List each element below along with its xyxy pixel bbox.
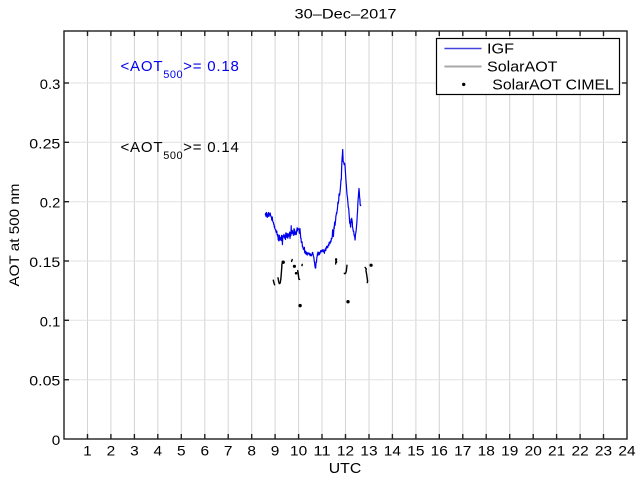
svg-text:17: 17 [454, 443, 471, 459]
svg-text:16: 16 [431, 443, 448, 459]
svg-text:6: 6 [201, 443, 210, 459]
svg-text:30–Dec–2017: 30–Dec–2017 [295, 6, 397, 22]
svg-text:21: 21 [548, 443, 565, 459]
svg-text:8: 8 [247, 443, 256, 459]
svg-text:19: 19 [501, 443, 518, 459]
svg-text:7: 7 [224, 443, 233, 459]
svg-text:2: 2 [107, 443, 116, 459]
svg-text:UTC: UTC [329, 461, 362, 477]
svg-text:1: 1 [83, 443, 92, 459]
svg-text:10: 10 [290, 443, 307, 459]
svg-text:5: 5 [177, 443, 186, 459]
svg-text:0: 0 [52, 432, 61, 448]
svg-text:9: 9 [271, 443, 280, 459]
svg-text:0.2: 0.2 [40, 195, 61, 211]
svg-text:0.3: 0.3 [40, 76, 61, 92]
svg-text:0.25: 0.25 [29, 135, 60, 151]
svg-text:0.15: 0.15 [29, 254, 60, 270]
svg-text:15: 15 [407, 443, 424, 459]
svg-text:23: 23 [595, 443, 612, 459]
svg-text:3: 3 [130, 443, 139, 459]
svg-text:13: 13 [360, 443, 377, 459]
svg-text:14: 14 [384, 443, 401, 459]
svg-text:0.05: 0.05 [29, 373, 60, 389]
svg-text:IGF: IGF [487, 41, 514, 58]
svg-text:AOT at 500 nm: AOT at 500 nm [6, 184, 22, 287]
svg-text:0.1: 0.1 [40, 313, 61, 329]
svg-text:11: 11 [313, 443, 330, 459]
svg-text:SolarAOT CIMEL: SolarAOT CIMEL [492, 77, 614, 94]
svg-text:SolarAOT: SolarAOT [487, 59, 558, 76]
svg-text:22: 22 [572, 443, 589, 459]
svg-text:12: 12 [337, 443, 354, 459]
svg-text:20: 20 [525, 443, 542, 459]
svg-text:24: 24 [618, 443, 635, 459]
svg-text:18: 18 [478, 443, 495, 459]
svg-text:4: 4 [154, 443, 163, 459]
